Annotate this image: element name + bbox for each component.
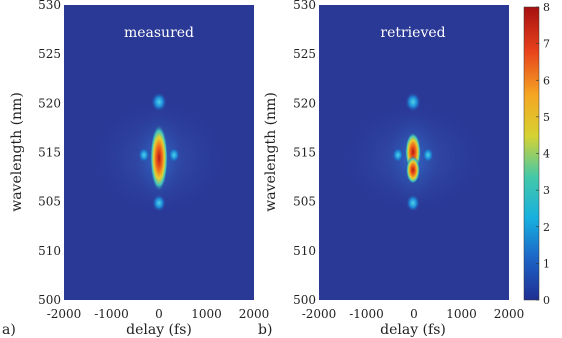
x-tick-label: 0 xyxy=(155,307,163,321)
colorbar-tick-label: 7 xyxy=(543,38,550,51)
colorbar-tick-label: 3 xyxy=(543,184,550,197)
colorbar-tick-label: 4 xyxy=(543,148,550,161)
x-tick-label: 1000 xyxy=(446,307,477,321)
x-tick-label: 2000 xyxy=(494,307,525,321)
x-tick-label: 0 xyxy=(410,307,418,321)
y-tick-label: 530 xyxy=(293,0,316,12)
y-tick-label: 500 xyxy=(38,293,61,307)
y-tick-label: 505 xyxy=(38,195,61,209)
x-tick-label: -2000 xyxy=(302,307,337,321)
heatmap-a xyxy=(84,92,234,223)
x-tick-label: 2000 xyxy=(239,307,270,321)
panel-label-a: a) xyxy=(2,322,16,338)
colorbar-ticks: 0 1 2 3 4 5 6 7 8 xyxy=(536,1,550,307)
x-ticks-a: -2000 -1000 0 1000 2000 xyxy=(47,307,270,321)
x-tick-label: -2000 xyxy=(47,307,82,321)
heatmap-b xyxy=(333,92,493,220)
y-tick-label: 520 xyxy=(38,96,61,110)
x-axis-label-b: delay (fs) xyxy=(380,322,446,338)
panel-label-b: b) xyxy=(258,322,272,338)
x-axis-label-a: delay (fs) xyxy=(126,322,192,338)
x-ticks-b: -2000 -1000 0 1000 2000 xyxy=(302,307,525,321)
panel-a: measured 500 510 505 515 520 525 530 -2000 -100… xyxy=(2,0,269,338)
y-tick-label: 505 xyxy=(293,195,316,209)
y-axis-label-b: wavelength (nm) xyxy=(263,92,279,212)
x-tick-label: 1000 xyxy=(191,307,222,321)
y-ticks-a: 500 510 505 515 520 525 530 xyxy=(38,0,61,307)
y-tick-label: 525 xyxy=(38,47,61,61)
colorbar-tick-label: 1 xyxy=(543,257,550,270)
y-tick-label: 525 xyxy=(293,47,316,61)
y-tick-label: 515 xyxy=(293,146,316,160)
colorbar: 0 1 2 3 4 5 6 7 8 xyxy=(523,1,550,307)
panel-b: retrieved 500 510 505 515 520 525 530 -2000 -10… xyxy=(258,0,524,338)
y-tick-label: 500 xyxy=(293,293,316,307)
y-tick-label: 530 xyxy=(38,0,61,12)
colorbar-tick-label: 0 xyxy=(543,294,550,307)
colorbar-tick-label: 5 xyxy=(543,111,550,124)
y-tick-label: 510 xyxy=(38,244,61,258)
y-axis-label-a: wavelength (nm) xyxy=(9,92,25,212)
y-ticks-b: 500 510 505 515 520 525 530 xyxy=(293,0,316,307)
colorbar-tick-label: 8 xyxy=(543,1,550,14)
panel-b-title: retrieved xyxy=(380,25,445,41)
panel-a-title: measured xyxy=(124,25,194,41)
colorbar-tick-label: 6 xyxy=(543,74,550,87)
y-tick-label: 510 xyxy=(293,244,316,258)
x-tick-label: -1000 xyxy=(349,307,384,321)
y-tick-label: 515 xyxy=(38,146,61,160)
colorbar-tick-label: 2 xyxy=(543,221,550,234)
x-tick-label: -1000 xyxy=(94,307,129,321)
y-tick-label: 520 xyxy=(293,96,316,110)
